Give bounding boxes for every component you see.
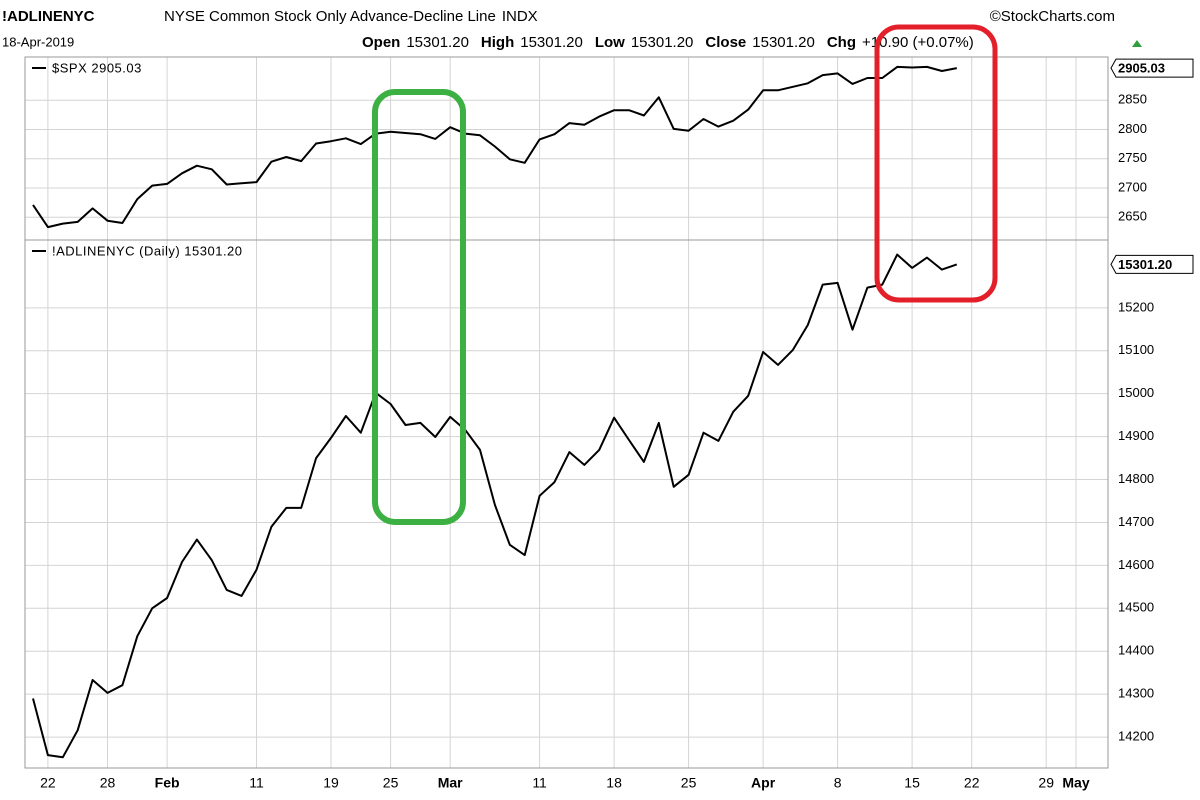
quote-value: 15301.20 <box>631 34 694 51</box>
x-tick-label: 19 <box>323 775 339 791</box>
y-tick-label: 14700 <box>1118 514 1154 529</box>
y-tick-label: 2650 <box>1118 209 1147 224</box>
series-line <box>32 253 958 759</box>
title: !ADLINENYC <box>2 8 95 25</box>
y-tick-label: 14300 <box>1118 686 1154 701</box>
green-highlight <box>372 89 466 525</box>
x-tick-label: 29 <box>1038 775 1054 791</box>
y-tick-label: 14500 <box>1118 600 1154 615</box>
quote-label: Chg <box>827 34 856 51</box>
plot-frame <box>24 56 1109 769</box>
quote-label: Close <box>705 34 746 51</box>
x-tick-label: Mar <box>438 775 463 791</box>
source: ©StockCharts.com <box>990 8 1115 25</box>
legend-label: !ADLINENYC (Daily) 15301.20 <box>52 243 243 258</box>
quote-value: 15301.20 <box>752 34 815 51</box>
quote-value: 15301.20 <box>520 34 583 51</box>
y-tick-label: 14600 <box>1118 557 1154 572</box>
x-tick-label: 22 <box>40 775 56 791</box>
y-tick-label: 2750 <box>1118 150 1147 165</box>
up-arrow <box>1132 40 1142 47</box>
x-tick-label: 25 <box>383 775 399 791</box>
x-tick-label: 18 <box>606 775 622 791</box>
end-tag-label: 2905.03 <box>1118 61 1165 76</box>
x-tick-label: Apr <box>751 775 776 791</box>
end-tag-label: 15301.20 <box>1118 257 1172 272</box>
y-tick-label: 2800 <box>1118 121 1147 136</box>
y-tick-label: 14400 <box>1118 643 1154 658</box>
quote: Open 15301.20 High 15301.20 Low 15301.20 Close… <box>362 34 974 51</box>
legend-label: $SPX 2905.03 <box>52 60 142 75</box>
plot-area: 22 28 Feb 11 19 25 Mar 11 18 25 Apr 8 15 22 29 May 2650 2… <box>25 57 1194 791</box>
exchange: INDX <box>502 8 538 25</box>
x-tick-label: 11 <box>249 775 264 791</box>
quote-value: +10.90 (+0.07%) <box>862 34 974 51</box>
quote-label: Low <box>595 34 625 51</box>
y-tick-label: 2850 <box>1118 92 1147 107</box>
red-highlight <box>874 24 998 303</box>
y-tick-label: 15200 <box>1118 299 1154 314</box>
date: 18-Apr-2019 <box>2 34 74 49</box>
series-line <box>32 65 957 229</box>
subtitle-text: NYSE Common Stock Only Advance-Decline L… <box>164 8 496 25</box>
quote-value: 15301.20 <box>406 34 469 51</box>
x-tick-label: 22 <box>964 775 980 791</box>
x-tick-label: May <box>1062 775 1089 791</box>
y-tick-label: 15000 <box>1118 385 1154 400</box>
quote-label: Open <box>362 34 400 51</box>
quote-label: High <box>481 34 514 51</box>
x-tick-label: 25 <box>681 775 697 791</box>
x-tick-label: 15 <box>904 775 920 791</box>
subtitle: NYSE Common Stock Only Advance-Decline L… <box>164 8 538 25</box>
x-tick-label: 28 <box>100 775 116 791</box>
y-tick-label: 14200 <box>1118 729 1154 744</box>
end-tag-box <box>1110 58 1194 78</box>
y-tick-label: 14900 <box>1118 428 1154 443</box>
y-tick-label: 2700 <box>1118 179 1147 194</box>
end-tag-box <box>1110 254 1194 274</box>
y-tick-label: 14800 <box>1118 471 1154 486</box>
x-tick-label: Feb <box>155 775 180 791</box>
y-tick-label: 15100 <box>1118 342 1154 357</box>
x-tick-label: 8 <box>834 775 842 791</box>
x-tick-label: 11 <box>532 775 547 791</box>
